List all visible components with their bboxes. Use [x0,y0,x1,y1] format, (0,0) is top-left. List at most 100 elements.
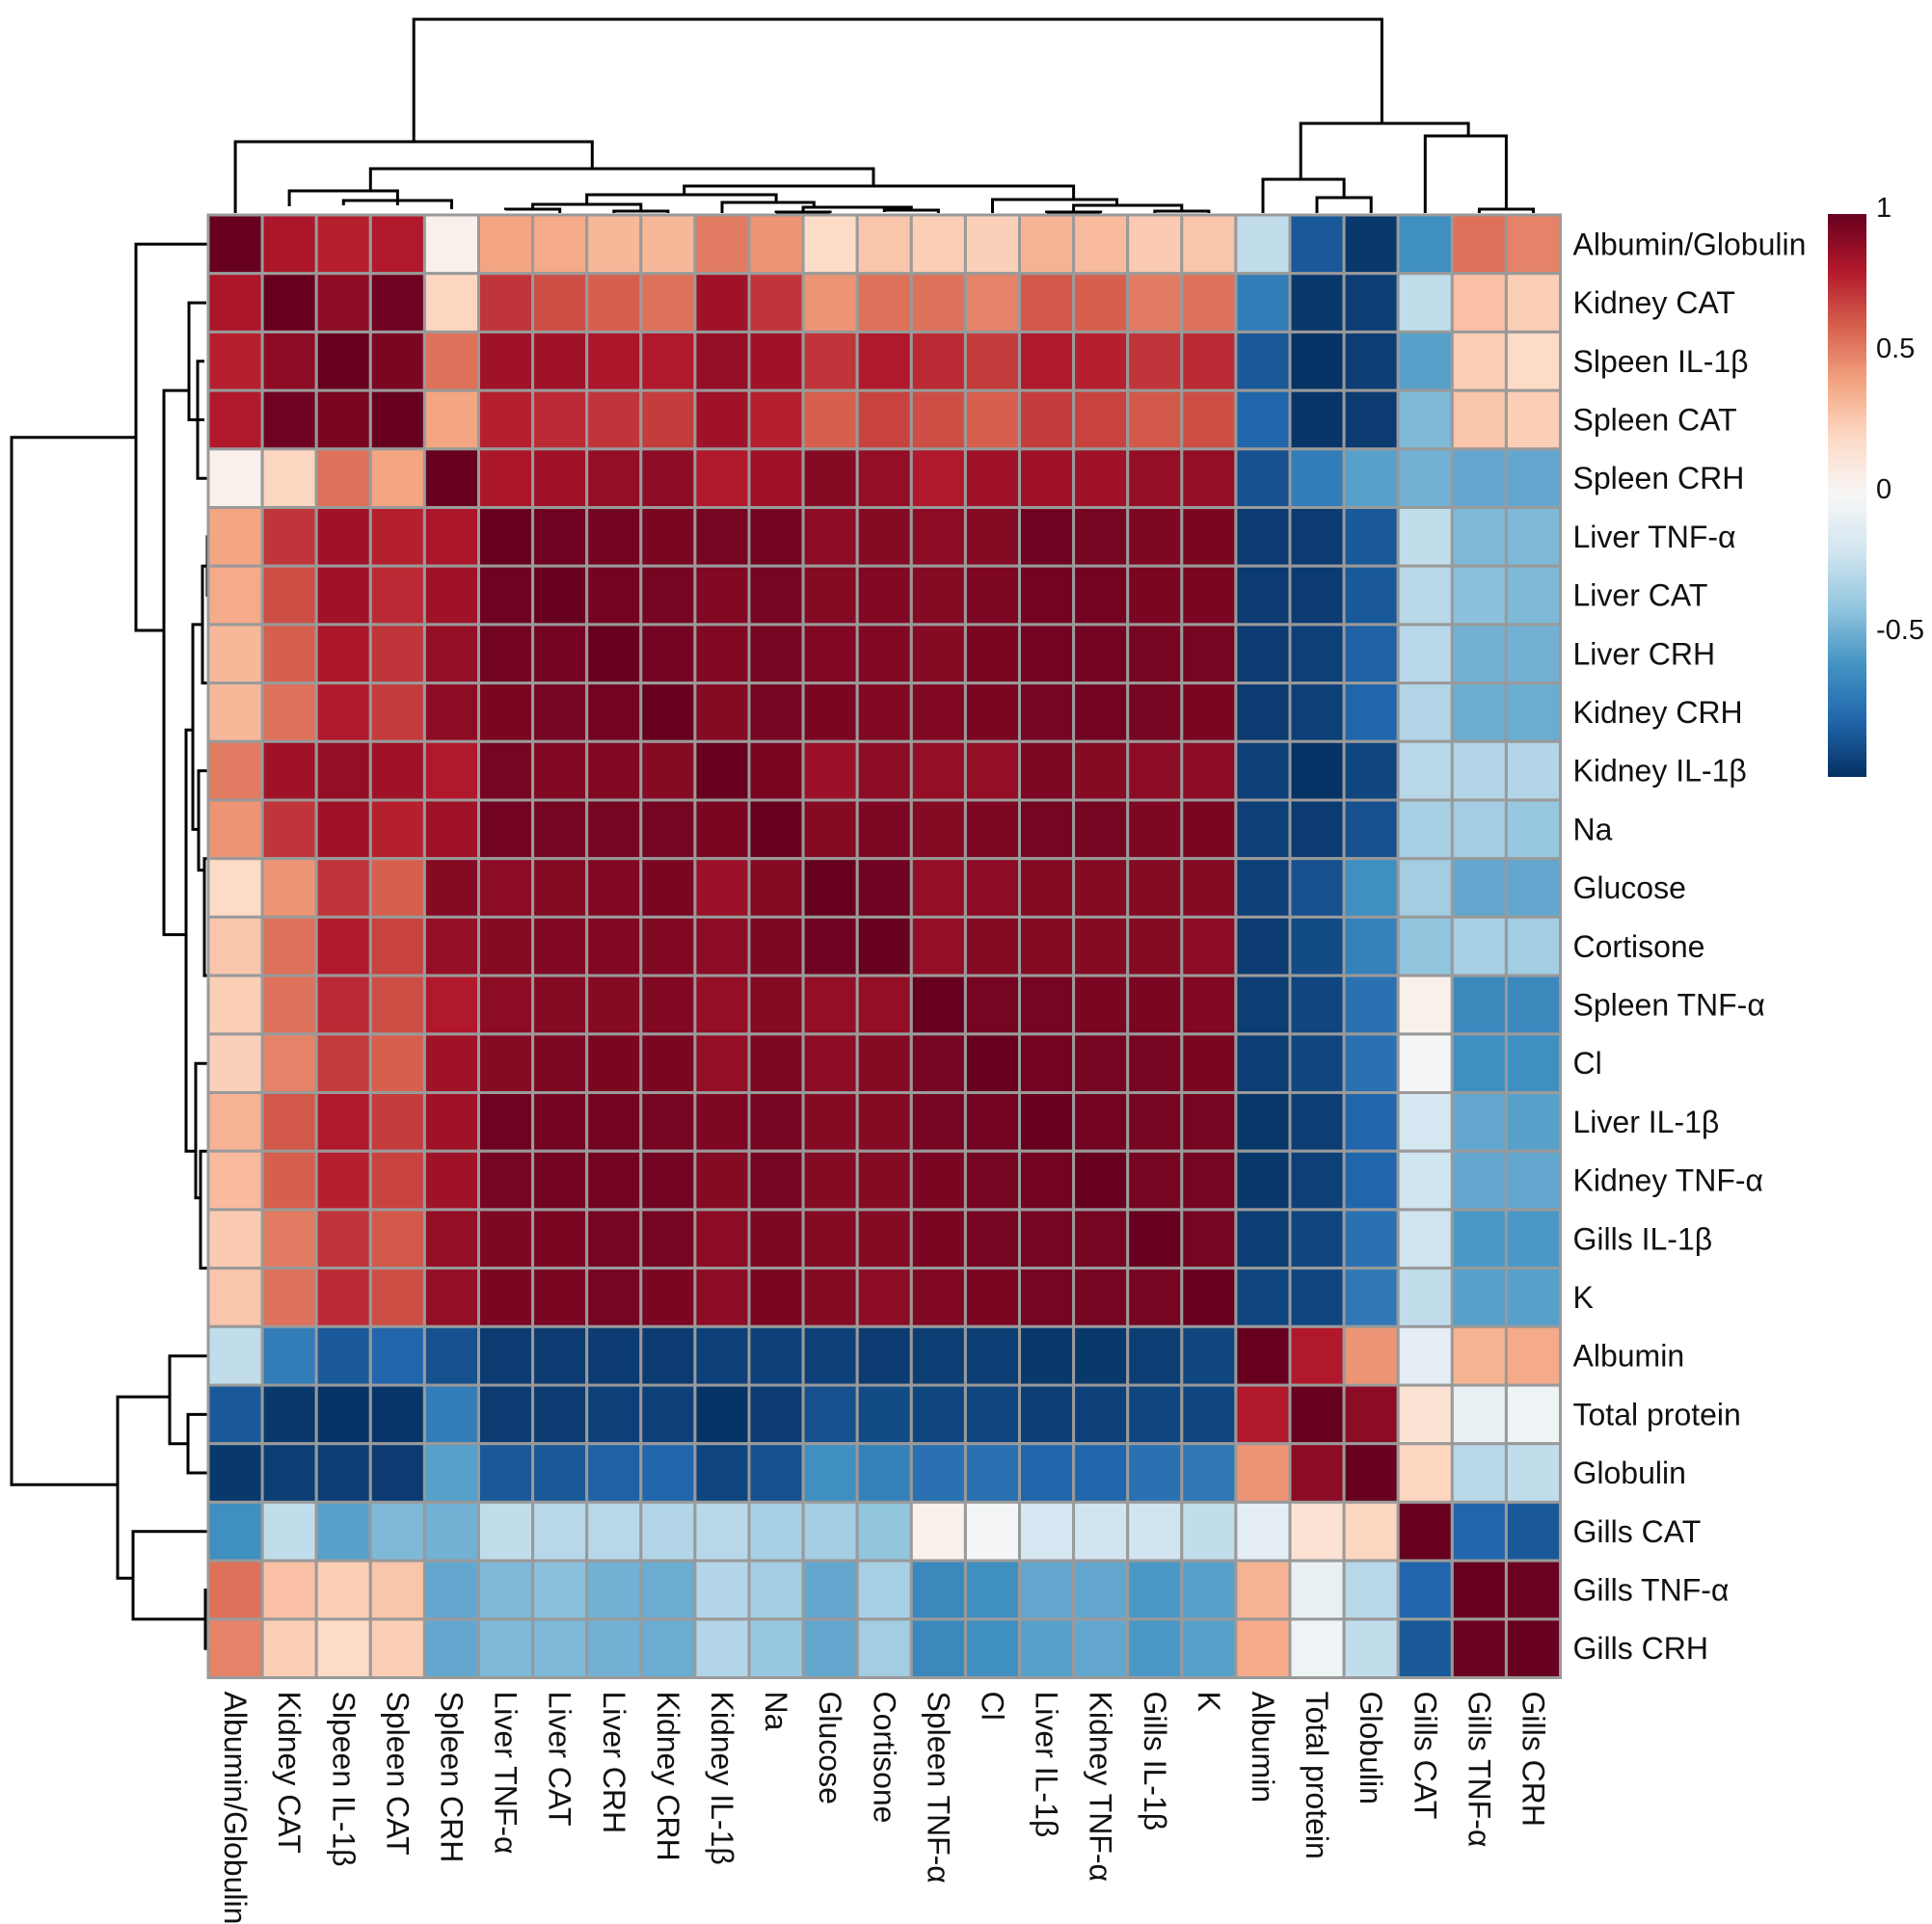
heatmap-cell [855,564,913,627]
row-label: Slpeen IL-1β [1573,344,1749,379]
heatmap-cell [531,1383,589,1446]
heatmap-cell [368,506,426,568]
heatmap-cell [531,915,589,977]
heatmap-cell [855,739,913,802]
heatmap-cell [963,1500,1022,1563]
heatmap-cell [422,1267,480,1328]
heatmap-cell [1504,974,1563,1036]
heatmap-cell [1288,739,1346,802]
heatmap-cell [747,739,805,802]
heatmap-cell [639,272,697,334]
heatmap-cell [1180,1559,1238,1621]
heatmap-cell [1450,1559,1508,1621]
heatmap-cell [1396,857,1454,919]
heatmap-cell [855,1500,913,1563]
heatmap-cell [1126,1442,1184,1504]
heatmap-cell [1504,1091,1563,1153]
heatmap-cell [747,915,805,977]
heatmap-cell [1180,272,1238,334]
heatmap-cell [1342,681,1400,743]
heatmap-cell [1072,388,1130,451]
heatmap-cell [1450,915,1508,977]
heatmap-cell [206,1442,264,1504]
heatmap-cell [801,213,859,276]
row-label: Albumin [1573,1339,1685,1374]
heatmap-cell [693,739,751,802]
heatmap-cell [855,915,913,977]
heatmap-cell [1126,681,1184,743]
heatmap-cell [963,213,1022,276]
heatmap-cell [422,1032,480,1095]
heatmap-cell [1234,564,1292,627]
heatmap-cell [1234,681,1292,743]
heatmap-cell [1396,1442,1454,1504]
heatmap-cell [1126,915,1184,977]
heatmap-cell [1504,1442,1563,1504]
heatmap-cell [747,330,805,392]
heatmap-cell [963,1267,1022,1328]
heatmap-cell [693,681,751,743]
heatmap-cell [1288,447,1346,509]
heatmap-cell [1396,798,1454,861]
heatmap-cell [1072,1091,1130,1153]
heatmap-cell [1342,1091,1400,1153]
heatmap-cell [693,1617,751,1680]
heatmap-cell [368,1324,426,1387]
heatmap-cell [1504,623,1563,685]
heatmap-cell [1018,681,1076,743]
heatmap-cell [422,798,480,861]
heatmap-cell [1450,1324,1508,1387]
heatmap-cell [1234,857,1292,919]
heatmap-cell [260,857,318,919]
heatmap-cell [909,1149,967,1212]
heatmap-cell [693,1267,751,1328]
heatmap-cell [1342,330,1400,392]
heatmap-cell [801,1383,859,1446]
heatmap-cell [909,213,967,276]
heatmap-cell [1288,1324,1346,1387]
column-label: Kidney TNF-α [1084,1692,1118,1883]
heatmap-cell [1180,1091,1238,1153]
row-dendrogram-branch [197,769,213,872]
column-label: Kidney CAT [272,1692,307,1854]
column-label: Gills CAT [1408,1692,1442,1820]
heatmap-cell [963,388,1022,451]
heatmap-cell [206,739,264,802]
heatmap-cell [1450,1091,1508,1153]
heatmap-cell [477,681,535,743]
heatmap-cell [1234,739,1292,802]
heatmap-cell [1396,681,1454,743]
row-label: Kidney IL-1β [1573,754,1747,788]
row-label: Gills TNF-α [1573,1572,1730,1607]
heatmap-cell [1342,1442,1400,1504]
heatmap-cell [368,1442,426,1504]
heatmap-cell [747,1442,805,1504]
heatmap-cell [1234,974,1292,1036]
row-label: Kidney CAT [1573,285,1735,320]
heatmap-cell [855,623,913,685]
heatmap-cell [1288,1032,1346,1095]
heatmap-cell [585,974,643,1036]
heatmap-cell [477,1559,535,1621]
heatmap-cell [531,1149,589,1212]
heatmap-cell [1126,1324,1184,1387]
heatmap-cell [747,1091,805,1153]
heatmap-cell [639,1559,697,1621]
heatmap-cell [909,1032,967,1095]
heatmap-cell [1450,213,1508,276]
row-labels: Albumin/Globulin Kidney CAT Slpeen IL-1β Sp… [1573,227,1807,1666]
heatmap-cell [314,798,372,861]
heatmap-cell [477,623,535,685]
heatmap-cell [1342,1617,1400,1680]
heatmap-cell [368,1383,426,1446]
heatmap-cell [260,1267,318,1328]
column-label: Kidney CRH [651,1692,685,1861]
heatmap-cell [1504,1149,1563,1212]
heatmap-cell [1180,1324,1238,1387]
heatmap-cell [206,915,264,977]
heatmap-cell [1342,1208,1400,1270]
heatmap-cell [1126,857,1184,919]
heatmap-cell [1072,623,1130,685]
column-dendrogram-branch [720,200,816,213]
column-labels: Albumin/Globulin Kidney CAT Slpeen IL-1β Sp… [218,1692,1550,1924]
